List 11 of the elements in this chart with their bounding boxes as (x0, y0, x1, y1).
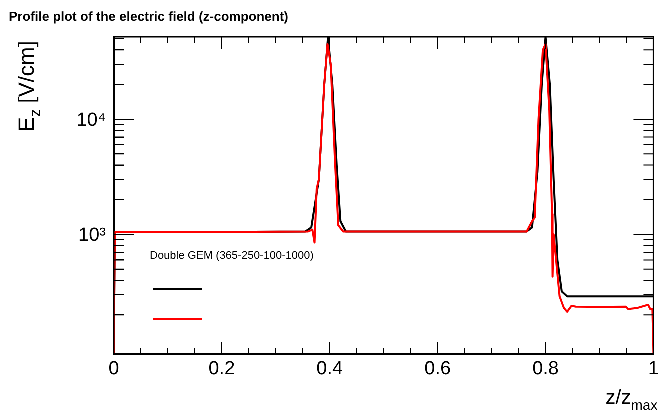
y-tick-label: 10⁴ (76, 110, 106, 131)
y-axis-title: Ez [V/cm] (14, 40, 45, 132)
x-tick-label: 0.2 (208, 358, 236, 380)
legend-title: Double GEM (365-250-100-1000) (150, 250, 314, 262)
x-tick-label: 0.4 (316, 358, 344, 380)
y-tick-label: 10³ (78, 225, 106, 246)
x-tick-label: 0 (108, 358, 120, 380)
chart-title: Profile plot of the electric field (z-component) (9, 9, 289, 24)
x-tick-label: 0.6 (424, 358, 452, 380)
x-tick-label: 1 (648, 358, 660, 380)
x-tick-label: 0.8 (532, 358, 559, 380)
